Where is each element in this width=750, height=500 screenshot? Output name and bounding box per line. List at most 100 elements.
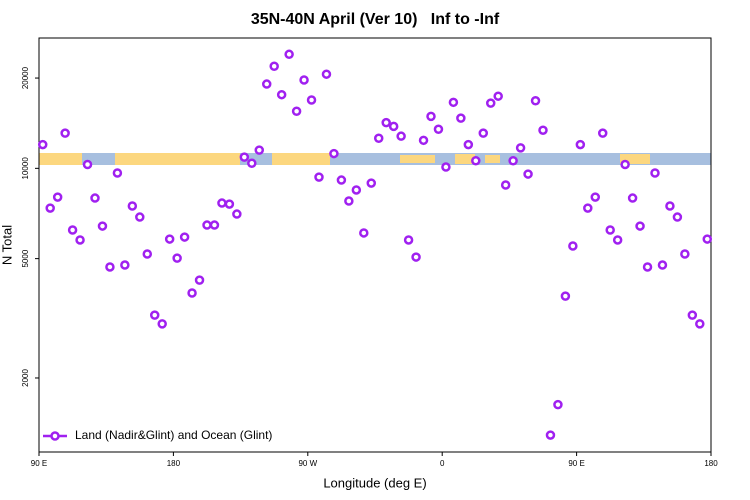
data-point (75, 235, 85, 245)
data-point (635, 221, 645, 231)
data-point (157, 319, 167, 329)
x-axis-label: Longitude (deg E) (323, 475, 426, 490)
legend-label: Land (Nadir&Glint) and Ocean (Glint) (75, 428, 272, 442)
data-point (120, 260, 130, 270)
legend: Land (Nadir&Glint) and Ocean (Glint) (43, 428, 272, 442)
data-point (553, 399, 563, 410)
data-point (433, 124, 444, 134)
y-tick-label: 5000 (21, 249, 30, 267)
data-point (493, 91, 503, 101)
y-tick-label: 10000 (21, 157, 30, 180)
data-point (179, 232, 190, 242)
data-point (381, 117, 391, 128)
data-point (508, 155, 518, 166)
data-point (418, 135, 429, 146)
y-tick-label: 2000 (21, 369, 30, 387)
x-tick-label: 90 E (568, 459, 584, 468)
data-point (247, 158, 257, 168)
data-point (642, 262, 653, 272)
data-point (471, 155, 481, 166)
data-point (254, 145, 265, 155)
data-point (52, 192, 63, 202)
data-point (97, 221, 108, 231)
data-point (575, 139, 586, 150)
data-point (269, 61, 279, 71)
chart-title: 35N-40N April (Ver 10) Inf to -Inf (251, 11, 500, 28)
data-point (359, 228, 369, 238)
data-point (687, 310, 698, 320)
data-point (485, 98, 496, 108)
data-point (344, 196, 354, 206)
data-point (568, 241, 578, 251)
data-point (67, 225, 78, 235)
data-point (515, 143, 526, 153)
data-point (388, 121, 399, 132)
data-point (441, 162, 451, 172)
data-point (329, 148, 339, 159)
data-point (60, 128, 70, 138)
data-point (336, 175, 347, 185)
data-point (164, 234, 175, 244)
data-point (605, 225, 615, 235)
data-point (523, 169, 533, 179)
data-point (403, 235, 414, 245)
y-tick-label: 20000 (21, 66, 30, 89)
x-tick-label: 180 (167, 459, 181, 468)
data-point (620, 159, 630, 170)
data-point (702, 234, 713, 244)
data-point (321, 69, 332, 79)
data-point (627, 193, 638, 203)
y-axis-label: N Total (0, 225, 14, 265)
data-point (314, 172, 324, 182)
data-point (284, 49, 294, 60)
data-point (396, 131, 406, 141)
data-point (695, 319, 705, 329)
data-point (411, 252, 421, 262)
data-point (149, 310, 160, 320)
data-point (306, 95, 317, 105)
data-point (194, 275, 205, 285)
data-point (209, 220, 220, 230)
data-point (276, 89, 287, 100)
data-point (291, 106, 302, 117)
plot-frame (38, 37, 712, 453)
data-point (224, 199, 235, 209)
data-point (650, 168, 660, 178)
data-point (105, 262, 115, 272)
data-point (261, 79, 272, 89)
data-point (45, 203, 55, 213)
x-tick-label: 180 (704, 459, 718, 468)
data-point (538, 125, 548, 135)
x-tick-label: 90 E (31, 459, 47, 468)
data-point (366, 178, 377, 188)
data-point (90, 193, 100, 203)
data-point (665, 201, 675, 211)
data-point (127, 201, 138, 211)
data-point (680, 249, 690, 259)
data-point (590, 192, 601, 202)
x-tick-label: 0 (440, 459, 445, 468)
data-point (112, 168, 123, 178)
data-point (239, 152, 250, 162)
data-point (500, 180, 511, 190)
data-point (217, 198, 227, 208)
data-point (448, 97, 459, 108)
data-point (299, 75, 309, 85)
data-point (37, 139, 48, 150)
data-point (463, 139, 474, 150)
data-point (597, 128, 608, 138)
data-point (583, 203, 593, 213)
data-point (612, 235, 623, 245)
data-point (187, 288, 197, 298)
data-point (172, 253, 182, 263)
data-point (351, 185, 362, 195)
land-ocean-strip (39, 153, 711, 165)
x-tick-label: 90 W (298, 459, 317, 468)
legend-marker (50, 431, 60, 441)
data-point (202, 220, 212, 230)
data-point (545, 430, 556, 440)
data-point (560, 291, 571, 301)
data-point (232, 209, 242, 219)
plot: 90 E 180 90 W 0 90 E 180 2000 5000 10000 20000 Lan… (21, 49, 718, 468)
